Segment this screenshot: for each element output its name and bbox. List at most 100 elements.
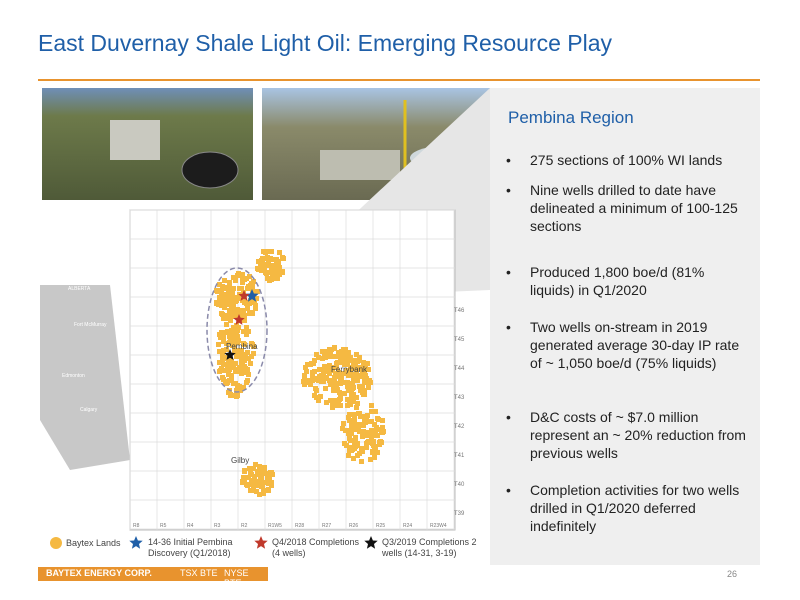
baytex-land <box>229 309 234 314</box>
baytex-land <box>265 255 270 260</box>
baytex-land <box>253 306 258 311</box>
baytex-land <box>352 412 357 417</box>
baytex-land <box>262 488 267 493</box>
baytex-land <box>346 415 351 420</box>
baytex-land <box>217 295 222 300</box>
baytex-land <box>277 272 282 277</box>
baytex-land <box>275 269 280 274</box>
baytex-land <box>216 302 221 307</box>
baytex-land <box>364 376 369 381</box>
bullet: 275 sections of 100% WI lands <box>506 151 746 169</box>
baytex-land <box>232 298 237 303</box>
inset-label: Calgary <box>80 407 98 413</box>
baytex-land <box>364 445 369 450</box>
range-label: R28 <box>295 523 304 529</box>
baytex-land <box>328 398 333 403</box>
baytex-land <box>338 396 343 401</box>
baytex-land <box>222 301 227 306</box>
alberta-inset <box>40 285 130 470</box>
baytex-land <box>336 401 341 406</box>
township-label: T42 <box>454 424 465 430</box>
baytex-land <box>219 292 224 297</box>
baytex-land <box>221 348 226 353</box>
photo-detail <box>110 120 160 160</box>
baytex-land <box>351 399 356 404</box>
baytex-land <box>350 358 355 363</box>
baytex-land <box>306 378 311 383</box>
baytex-land <box>344 350 349 355</box>
baytex-land <box>370 449 375 454</box>
baytex-land <box>378 439 383 444</box>
baytex-land <box>259 265 264 270</box>
baytex-land <box>365 440 370 445</box>
baytex-land <box>226 372 231 377</box>
baytex-land <box>241 475 246 480</box>
star-q3-2019 <box>224 349 236 360</box>
baytex-land <box>270 263 275 268</box>
baytex-land <box>238 348 243 353</box>
baytex-land <box>248 311 253 316</box>
baytex-land <box>338 351 343 356</box>
footer-ticker: NYSE BTE <box>224 568 249 588</box>
baytex-land <box>216 342 221 347</box>
baytex-land <box>220 312 225 317</box>
baytex-land <box>231 304 236 309</box>
baytex-land <box>357 451 362 456</box>
baytex-land <box>373 428 378 433</box>
township-label: T41 <box>454 453 465 459</box>
baytex-land <box>270 272 275 277</box>
baytex-land <box>363 364 368 369</box>
baytex-land <box>245 367 250 372</box>
baytex-land <box>242 313 247 318</box>
baytex-land <box>314 352 319 357</box>
baytex-land <box>374 425 379 430</box>
baytex-land <box>324 376 329 381</box>
baytex-land <box>366 385 371 390</box>
township-label: T39 <box>454 511 465 517</box>
baytex-land <box>334 363 339 368</box>
baytex-land <box>219 288 224 293</box>
baytex-land <box>228 295 233 300</box>
baytex-land <box>239 356 244 361</box>
bullet: Completion activities for two wells dril… <box>506 481 746 535</box>
baytex-land <box>244 325 249 330</box>
baytex-land <box>355 377 360 382</box>
baytex-land <box>244 482 249 487</box>
baytex-land <box>266 488 271 493</box>
baytex-land <box>314 395 319 400</box>
baytex-land <box>264 271 269 276</box>
baytex-land <box>246 475 251 480</box>
baytex-land <box>255 479 260 484</box>
baytex-land <box>258 477 263 482</box>
baytex-land <box>308 382 313 387</box>
baytex-land <box>232 349 237 354</box>
baytex-land <box>348 365 353 370</box>
baytex-land <box>227 334 232 339</box>
baytex-land <box>271 257 276 262</box>
baytex-land <box>321 369 326 374</box>
baytex-land <box>248 283 253 288</box>
baytex-land <box>371 439 376 444</box>
baytex-land <box>217 360 222 365</box>
baytex-land <box>265 249 270 254</box>
baytex-land <box>354 352 359 357</box>
photo-detail <box>320 150 400 180</box>
baytex-land <box>267 270 272 275</box>
baytex-land <box>345 358 350 363</box>
baytex-land <box>365 413 370 418</box>
baytex-land <box>352 422 357 427</box>
baytex-land <box>251 484 256 489</box>
baytex-land <box>351 361 356 366</box>
baytex-land <box>244 332 249 337</box>
baytex-land <box>358 365 363 370</box>
baytex-land <box>214 288 219 293</box>
baytex-land <box>231 325 236 330</box>
baytex-land <box>228 357 233 362</box>
baytex-land <box>224 322 229 327</box>
baytex-land <box>354 370 359 375</box>
baytex-land <box>352 446 357 451</box>
baytex-land <box>276 262 281 267</box>
baytex-land <box>249 354 254 359</box>
baytex-land <box>333 388 338 393</box>
